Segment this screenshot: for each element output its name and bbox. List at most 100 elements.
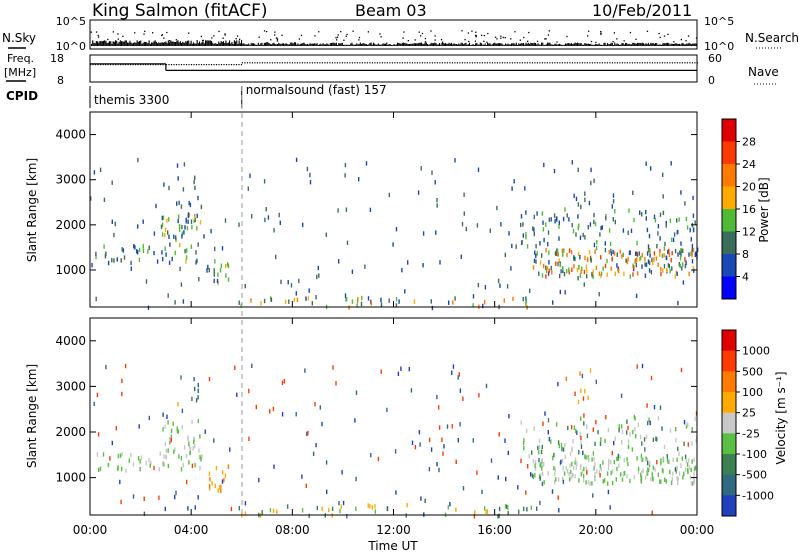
range-gate-cell	[195, 260, 197, 265]
range-gate-cell	[618, 268, 620, 274]
nsky-mark	[419, 42, 421, 46]
nsky-mark	[550, 44, 552, 46]
range-gate-cell	[203, 234, 205, 239]
range-gate-cell	[541, 273, 544, 278]
range-gate-cell	[690, 250, 693, 255]
range-gate-cell	[599, 463, 602, 469]
range-gate-cell	[222, 470, 224, 475]
range-gate-cell	[645, 161, 647, 166]
range-gate-cell	[592, 274, 594, 279]
nsky-mark	[493, 43, 495, 46]
range-gate-cell	[216, 278, 219, 284]
range-gate-cell	[344, 163, 347, 168]
range-gate-cell	[351, 299, 354, 304]
range-gate-cell	[652, 476, 654, 481]
range-gate-cell	[449, 502, 451, 507]
range-gate-cell	[448, 300, 450, 305]
range-gate-cell	[165, 454, 167, 460]
nsky-mark	[310, 43, 312, 46]
nsky-mark	[287, 44, 289, 46]
range-gate-cell	[653, 214, 656, 219]
range-gate-cell	[580, 388, 582, 393]
nsearch-mark	[424, 41, 427, 43]
range-gate-cell	[613, 251, 616, 256]
nsky-mark	[610, 42, 612, 46]
nsearch-mark	[680, 38, 682, 41]
nsearch-mark	[547, 34, 550, 36]
range-gate-cell	[575, 196, 578, 202]
nsky-mark	[281, 43, 283, 46]
range-gate-cell	[315, 295, 317, 300]
range-gate-cell	[681, 456, 684, 461]
range-gate-cell	[596, 469, 598, 474]
freq-label-line2: [MHz]	[4, 66, 36, 79]
nsky-mark	[273, 42, 275, 46]
nsky-mark	[179, 41, 181, 46]
nave-mark	[110, 64, 112, 66]
nsky-mark	[482, 44, 484, 46]
range-gate-cell	[164, 441, 166, 447]
range-gate-cell	[189, 202, 192, 208]
range-gate-cell	[326, 489, 328, 494]
range-gate-cell	[647, 259, 650, 264]
nave-mark	[291, 62, 293, 64]
range-gate-cell	[621, 477, 624, 482]
range-gate-cell	[637, 422, 639, 428]
nsky-mark	[693, 43, 695, 46]
nsearch-mark	[418, 31, 420, 33]
range-gate-cell	[608, 249, 610, 255]
nsky-mark	[639, 43, 641, 46]
nsky-mark	[203, 43, 205, 46]
nave-mark	[381, 62, 383, 64]
nsky-mark	[125, 40, 127, 46]
range-gate-cell	[175, 490, 177, 496]
nave-mark	[681, 62, 683, 64]
range-gate-cell	[648, 260, 651, 266]
nave-mark	[439, 62, 441, 64]
nave-mark	[220, 64, 223, 66]
nsky-mark	[556, 44, 558, 46]
nsky-mark	[555, 43, 557, 46]
nave-mark	[684, 62, 686, 64]
range-gate-cell	[582, 232, 584, 238]
range-gate-cell	[177, 176, 179, 181]
range-gate-cell	[298, 278, 300, 284]
range-gate-cell	[308, 513, 310, 519]
nsky-mark	[112, 41, 114, 46]
range-gate-cell	[640, 458, 642, 463]
range-gate-cell	[610, 251, 613, 256]
nsky-mark	[437, 44, 439, 46]
range-gate-cell	[533, 231, 535, 237]
range-gate-cell	[546, 265, 549, 270]
range-gate-cell	[428, 467, 431, 472]
nsearch-mark	[500, 37, 502, 39]
nsearch-mark	[566, 35, 568, 38]
range-gate-cell	[103, 197, 106, 202]
nave-mark	[474, 62, 476, 64]
range-gate-cell	[662, 194, 664, 199]
nsearch-mark	[659, 36, 661, 39]
nsky-mark	[406, 43, 408, 46]
range-gate-cell	[612, 217, 614, 222]
range-gate-cell	[663, 444, 666, 450]
nsky-mark	[233, 40, 235, 46]
range-gate-cell	[595, 245, 598, 251]
nsky-mark	[263, 42, 265, 46]
nsky-mark	[133, 42, 135, 46]
nave-mark	[501, 62, 503, 64]
nsky-mark	[581, 44, 583, 46]
range-gate-cell	[682, 262, 684, 267]
range-gate-cell	[325, 460, 328, 465]
nsky-mark	[291, 42, 293, 46]
nave-mark	[686, 62, 688, 64]
range-gate-cell	[693, 467, 696, 472]
range-gate-cell	[581, 266, 583, 271]
nave-mark	[241, 62, 243, 64]
range-gate-cell	[598, 470, 601, 475]
range-gate-cell	[676, 271, 678, 276]
range-gate-cell	[692, 247, 695, 253]
nave-label: Nave	[748, 65, 779, 79]
range-gate-cell	[197, 388, 199, 393]
nsky-mark	[538, 44, 540, 46]
range-gate-cell	[664, 241, 666, 247]
